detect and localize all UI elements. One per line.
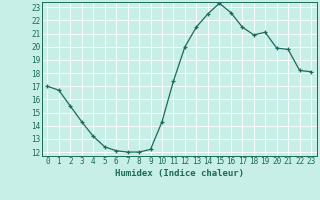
- X-axis label: Humidex (Indice chaleur): Humidex (Indice chaleur): [115, 169, 244, 178]
